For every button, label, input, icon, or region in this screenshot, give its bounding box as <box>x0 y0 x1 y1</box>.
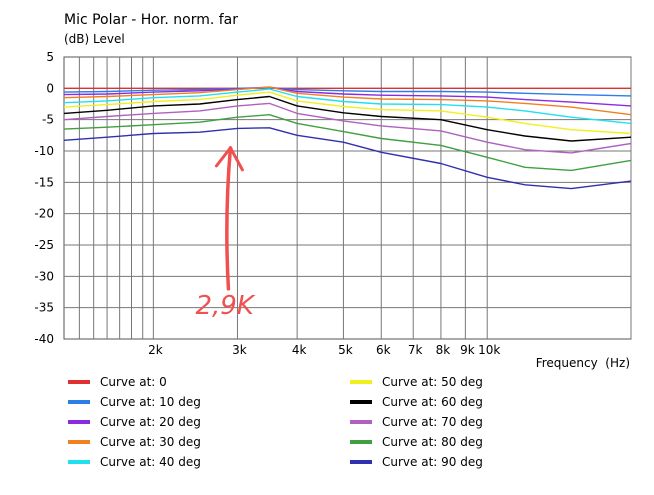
annotation-arrow-head <box>214 146 244 172</box>
x-tick-label: 8k <box>436 343 451 357</box>
legend-swatch <box>350 420 372 424</box>
plot-frame <box>63 56 632 340</box>
y-tick-label: -30 <box>34 269 54 283</box>
x-tick-label: 5k <box>338 343 353 357</box>
legend-label: Curve at: 20 deg <box>100 415 201 429</box>
series-line-5 <box>63 91 632 135</box>
legend-label: Curve at: 10 deg <box>100 395 201 409</box>
x-tick-label: 3k <box>232 343 247 357</box>
legend-label: Curve at: 40 deg <box>100 455 201 469</box>
series-line-9 <box>63 127 632 190</box>
series-line-2 <box>63 86 632 107</box>
y-tick-label: -25 <box>34 238 54 252</box>
series-line-7 <box>63 102 632 154</box>
series-line-8 <box>63 114 632 172</box>
series-line-6 <box>63 95 632 142</box>
y-tick-label: -35 <box>34 301 54 315</box>
legend-swatch <box>350 380 372 384</box>
legend-swatch <box>350 440 372 444</box>
series-line-1 <box>63 87 632 97</box>
x-tick-label: 10k <box>478 343 500 357</box>
y-tick-label: 0 <box>46 81 54 95</box>
y-tick-label: -20 <box>34 207 54 221</box>
legend-swatch <box>68 420 90 424</box>
legend-swatch <box>68 400 90 404</box>
legend-label: Curve at: 90 deg <box>382 455 483 469</box>
annotation-arrow-shaft <box>225 146 233 291</box>
legend-label: Curve at: 70 deg <box>382 415 483 429</box>
series-line-4 <box>63 88 632 125</box>
y-tick-label: -5 <box>42 113 54 127</box>
annotation-text: 2,9K <box>195 291 255 321</box>
legend-label: Curve at: 30 deg <box>100 435 201 449</box>
x-tick-label: 2k <box>148 343 163 357</box>
y-tick-label: -15 <box>34 175 54 189</box>
series-line-3 <box>63 86 632 116</box>
legend-swatch <box>68 460 90 464</box>
legend-swatch <box>350 460 372 464</box>
legend-label: Curve at: 60 deg <box>382 395 483 409</box>
legend-label: Curve at: 0 <box>100 375 167 389</box>
legend-label: Curve at: 80 deg <box>382 435 483 449</box>
legend-swatch <box>68 380 90 384</box>
x-tick-label: 4k <box>292 343 307 357</box>
x-tick-label: 7k <box>408 343 423 357</box>
x-axis-label: Frequency (Hz) <box>536 356 630 370</box>
x-tick-label: 6k <box>376 343 391 357</box>
legend-swatch <box>68 440 90 444</box>
x-tick-label: 9k <box>460 343 475 357</box>
y-axis-label: (dB) Level <box>64 32 125 46</box>
chart-title: Mic Polar - Hor. norm. far <box>64 12 239 28</box>
y-tick-label: -10 <box>34 144 54 158</box>
legend-swatch <box>350 400 372 404</box>
y-tick-label: -40 <box>34 332 54 346</box>
legend-label: Curve at: 50 deg <box>382 375 483 389</box>
y-tick-label: 5 <box>46 50 54 64</box>
